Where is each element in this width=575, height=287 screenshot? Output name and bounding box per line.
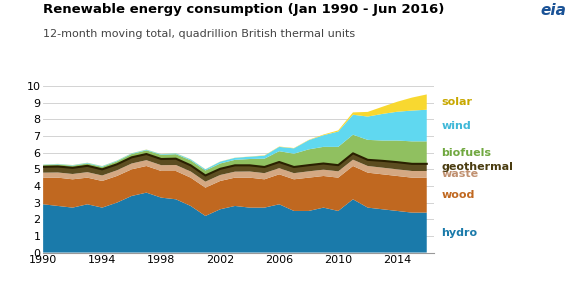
Text: geothermal: geothermal bbox=[442, 162, 513, 172]
Text: 12-month moving total, quadrillion British thermal units: 12-month moving total, quadrillion Briti… bbox=[43, 29, 355, 39]
Text: waste: waste bbox=[442, 169, 478, 179]
Text: wind: wind bbox=[442, 121, 472, 131]
Text: wood: wood bbox=[442, 190, 475, 200]
Text: Renewable energy consumption (Jan 1990 - Jun 2016): Renewable energy consumption (Jan 1990 -… bbox=[43, 3, 444, 16]
Text: biofuels: biofuels bbox=[442, 148, 492, 158]
Text: solar: solar bbox=[442, 97, 473, 107]
Text: eia: eia bbox=[540, 3, 566, 18]
Text: hydro: hydro bbox=[442, 228, 478, 238]
